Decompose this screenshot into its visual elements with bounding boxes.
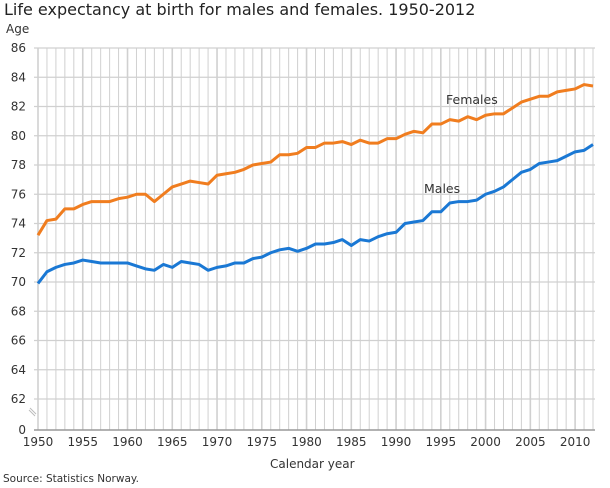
x-tick-label: 2000 bbox=[470, 435, 501, 449]
x-tick-label: 2010 bbox=[560, 435, 591, 449]
x-tick-label: 1990 bbox=[381, 435, 412, 449]
y-tick-label: 82 bbox=[11, 100, 26, 114]
series-label-females: Females bbox=[446, 92, 498, 107]
y-tick-label: 64 bbox=[11, 363, 26, 377]
x-tick-label: 1960 bbox=[112, 435, 143, 449]
x-tick-label: 1955 bbox=[67, 435, 98, 449]
x-axis-label: Calendar year bbox=[270, 457, 355, 471]
y-tick-label: 62 bbox=[11, 392, 26, 406]
y-tick-label: 72 bbox=[11, 246, 26, 260]
series-label-males: Males bbox=[424, 181, 460, 196]
y-tick-label: 74 bbox=[11, 217, 26, 231]
x-tick-label: 1980 bbox=[291, 435, 322, 449]
y-tick-label: 70 bbox=[11, 275, 26, 289]
chart-title: Life expectancy at birth for males and f… bbox=[4, 0, 476, 19]
x-tick-label: 1970 bbox=[202, 435, 233, 449]
x-tick-label: 1985 bbox=[336, 435, 367, 449]
x-tick-label: 1975 bbox=[247, 435, 278, 449]
x-tick-label: 1965 bbox=[157, 435, 188, 449]
y-tick-label: 0 bbox=[18, 423, 26, 437]
axis-break-mark bbox=[29, 407, 37, 415]
y-tick-label: 80 bbox=[11, 129, 26, 143]
x-tick-label: 1995 bbox=[426, 435, 457, 449]
y-tick-label: 66 bbox=[11, 334, 26, 348]
x-tick-label: 2005 bbox=[515, 435, 546, 449]
y-axis-label: Age bbox=[6, 22, 30, 36]
x-tick-label: 1950 bbox=[23, 435, 54, 449]
y-tick-label: 86 bbox=[11, 41, 26, 55]
axis-break-mark bbox=[28, 409, 36, 417]
y-tick-label: 84 bbox=[11, 70, 26, 84]
y-tick-label: 68 bbox=[11, 304, 26, 318]
y-tick-label: 78 bbox=[11, 158, 26, 172]
y-tick-label: 76 bbox=[11, 187, 26, 201]
source-note: Source: Statistics Norway. bbox=[3, 473, 139, 485]
